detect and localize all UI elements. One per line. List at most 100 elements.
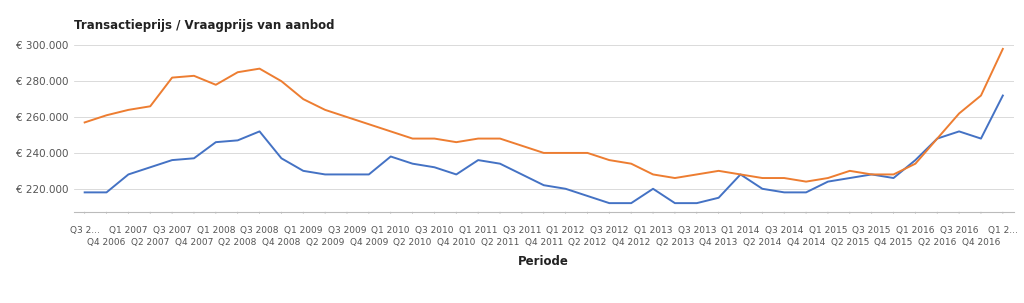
Text: Q3 2010: Q3 2010 bbox=[415, 226, 454, 235]
Vraagprijs van aanbod bbox=[516, 144, 528, 148]
Transactieprijs bbox=[756, 187, 768, 191]
Transactieprijs bbox=[253, 130, 265, 133]
Text: Q1 2008: Q1 2008 bbox=[197, 226, 236, 235]
Transactieprijs bbox=[822, 180, 835, 183]
Vraagprijs van aanbod bbox=[996, 47, 1009, 51]
Text: Q4 2007: Q4 2007 bbox=[175, 238, 213, 248]
Text: Q4 2013: Q4 2013 bbox=[699, 238, 738, 248]
Transactieprijs bbox=[362, 173, 375, 176]
Transactieprijs bbox=[166, 158, 178, 162]
Text: Q3 2011: Q3 2011 bbox=[503, 226, 541, 235]
Transactieprijs bbox=[122, 173, 134, 176]
Vraagprijs van aanbod bbox=[713, 169, 725, 173]
Vraagprijs van aanbod bbox=[865, 173, 878, 176]
Vraagprijs van aanbod bbox=[297, 97, 309, 101]
Transactieprijs bbox=[865, 173, 878, 176]
Vraagprijs van aanbod bbox=[800, 180, 812, 183]
Transactieprijs bbox=[275, 156, 288, 160]
Transactieprijs bbox=[909, 158, 922, 162]
Vraagprijs van aanbod bbox=[319, 108, 332, 112]
Transactieprijs bbox=[231, 138, 244, 142]
Transactieprijs bbox=[603, 201, 615, 205]
Transactieprijs bbox=[975, 137, 987, 140]
Text: Q3 2013: Q3 2013 bbox=[678, 226, 716, 235]
Vraagprijs van aanbod bbox=[494, 137, 506, 140]
Text: Q2 2015: Q2 2015 bbox=[830, 238, 869, 248]
Text: Q1 2007: Q1 2007 bbox=[110, 226, 147, 235]
Text: Q1 2013: Q1 2013 bbox=[634, 226, 673, 235]
Vraagprijs van aanbod bbox=[407, 137, 419, 140]
Vraagprijs van aanbod bbox=[428, 137, 440, 140]
Line: Transactieprijs: Transactieprijs bbox=[85, 95, 1002, 203]
Transactieprijs bbox=[844, 176, 856, 180]
Text: Q3 2007: Q3 2007 bbox=[153, 226, 191, 235]
Vraagprijs van aanbod bbox=[690, 173, 702, 176]
Text: Q4 2016: Q4 2016 bbox=[962, 238, 1000, 248]
Text: Q1 2010: Q1 2010 bbox=[372, 226, 410, 235]
Vraagprijs van aanbod bbox=[975, 94, 987, 97]
Transactieprijs bbox=[953, 130, 966, 133]
Vraagprijs van aanbod bbox=[909, 162, 922, 165]
Text: Q1 2012: Q1 2012 bbox=[547, 226, 585, 235]
Text: Q2 2016: Q2 2016 bbox=[919, 238, 956, 248]
Text: Q2 2013: Q2 2013 bbox=[655, 238, 694, 248]
Transactieprijs bbox=[341, 173, 353, 176]
Text: Q3 2012: Q3 2012 bbox=[590, 226, 629, 235]
Vraagprijs van aanbod bbox=[559, 151, 571, 155]
Vraagprijs van aanbod bbox=[582, 151, 594, 155]
Transactieprijs bbox=[385, 155, 397, 158]
Text: Q4 2015: Q4 2015 bbox=[874, 238, 912, 248]
Vraagprijs van aanbod bbox=[385, 130, 397, 133]
Vraagprijs van aanbod bbox=[166, 76, 178, 79]
Vraagprijs van aanbod bbox=[953, 112, 966, 115]
Text: Q1 2016: Q1 2016 bbox=[896, 226, 935, 235]
Transactieprijs bbox=[428, 165, 440, 169]
Vraagprijs van aanbod bbox=[734, 173, 746, 176]
Transactieprijs bbox=[559, 187, 571, 191]
Vraagprijs van aanbod bbox=[931, 137, 943, 140]
Text: Q1 2011: Q1 2011 bbox=[459, 226, 498, 235]
Vraagprijs van aanbod bbox=[341, 115, 353, 119]
Transactieprijs bbox=[451, 173, 463, 176]
Vraagprijs van aanbod bbox=[822, 176, 835, 180]
Text: Q3 2...: Q3 2... bbox=[70, 226, 99, 235]
Text: Q4 2009: Q4 2009 bbox=[349, 238, 388, 248]
Transactieprijs bbox=[996, 94, 1009, 97]
Transactieprijs bbox=[800, 191, 812, 194]
Text: Q3 2008: Q3 2008 bbox=[241, 226, 279, 235]
Transactieprijs bbox=[187, 156, 200, 160]
Text: Q1 2009: Q1 2009 bbox=[284, 226, 323, 235]
Transactieprijs bbox=[734, 173, 746, 176]
Vraagprijs van aanbod bbox=[122, 108, 134, 112]
Text: Q2 2007: Q2 2007 bbox=[131, 238, 169, 248]
Vraagprijs van aanbod bbox=[669, 176, 681, 180]
Text: Transactieprijs / Vraagprijs van aanbod: Transactieprijs / Vraagprijs van aanbod bbox=[74, 19, 334, 32]
Text: Q4 2010: Q4 2010 bbox=[437, 238, 475, 248]
Vraagprijs van aanbod bbox=[472, 137, 484, 140]
Text: Q3 2014: Q3 2014 bbox=[765, 226, 804, 235]
Text: Q1 2...: Q1 2... bbox=[988, 226, 1018, 235]
Text: Q2 2011: Q2 2011 bbox=[481, 238, 519, 248]
Vraagprijs van aanbod bbox=[187, 74, 200, 78]
Text: Q1 2014: Q1 2014 bbox=[721, 226, 760, 235]
Vraagprijs van aanbod bbox=[79, 121, 91, 124]
Transactieprijs bbox=[582, 194, 594, 198]
Transactieprijs bbox=[297, 169, 309, 173]
Vraagprijs van aanbod bbox=[603, 158, 615, 162]
Text: Periode: Periode bbox=[518, 255, 569, 268]
Text: Q4 2012: Q4 2012 bbox=[612, 238, 650, 248]
Transactieprijs bbox=[407, 162, 419, 165]
Vraagprijs van aanbod bbox=[210, 83, 222, 87]
Vraagprijs van aanbod bbox=[888, 173, 900, 176]
Vraagprijs van aanbod bbox=[625, 162, 637, 165]
Text: Q2 2008: Q2 2008 bbox=[218, 238, 257, 248]
Text: Q3 2016: Q3 2016 bbox=[940, 226, 978, 235]
Text: Q4 2011: Q4 2011 bbox=[524, 238, 563, 248]
Text: Q3 2009: Q3 2009 bbox=[328, 226, 367, 235]
Text: Q2 2014: Q2 2014 bbox=[743, 238, 781, 248]
Text: Q2 2009: Q2 2009 bbox=[306, 238, 344, 248]
Transactieprijs bbox=[79, 191, 91, 194]
Vraagprijs van aanbod bbox=[756, 176, 768, 180]
Text: Q2 2012: Q2 2012 bbox=[568, 238, 606, 248]
Text: Q2 2010: Q2 2010 bbox=[393, 238, 432, 248]
